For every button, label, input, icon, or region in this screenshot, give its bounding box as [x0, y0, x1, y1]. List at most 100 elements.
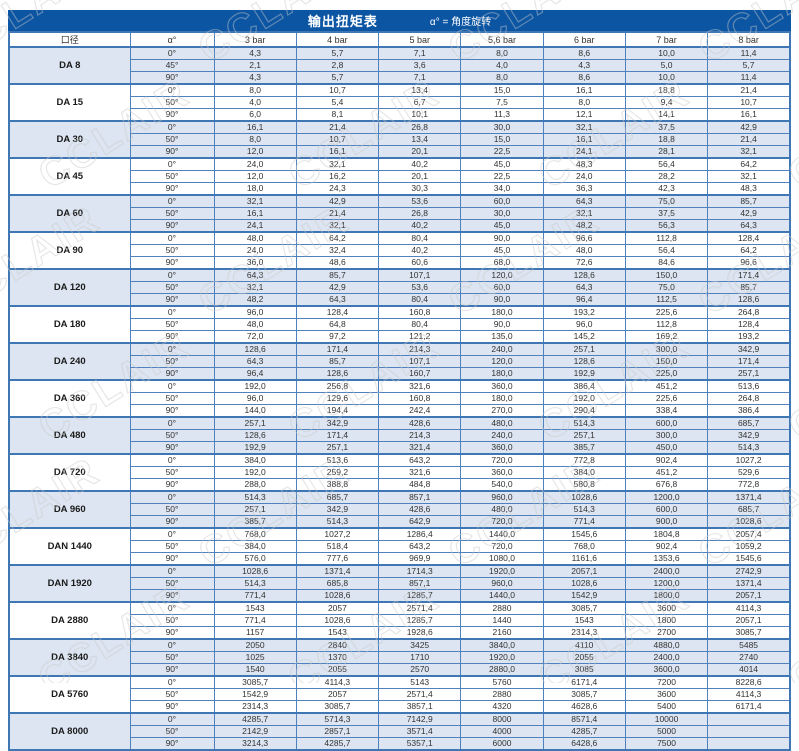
table-row: DA 8000 0° 4285,7 5714,3 7142,9 8000 8571,4 100…	[8, 712, 791, 751]
torque-value-cell: 40,2	[378, 219, 462, 233]
torque-value-cell: 4014	[707, 663, 791, 677]
torque-value-cell: 1543	[295, 626, 380, 640]
model-cell: DA 90	[8, 231, 131, 270]
torque-value-cell: 24,1	[213, 219, 297, 233]
torque-value-cell: 1157	[213, 626, 297, 640]
table-body: DA 8 0° 4,3 5,7 7,1 8,0 8,6 10,0 11,4 45° 2,1 2,8 3,…	[8, 46, 791, 751]
torque-value-cell: 1028,6	[542, 577, 626, 590]
torque-value-cell: 112,8	[624, 318, 709, 331]
torque-value-cell: 2571,4	[378, 688, 462, 701]
torque-value-cell: 128,4	[295, 305, 380, 319]
angle-cell: 0°	[129, 490, 215, 504]
torque-value-cell: 1028,6	[213, 564, 297, 578]
torque-value-cell: 56,4	[624, 244, 709, 257]
torque-value-cell: 16,2	[295, 170, 380, 183]
torque-value-cell: 338,4	[624, 404, 709, 418]
torque-value-cell: 1027,2	[707, 453, 791, 467]
torque-value-cell: 5,7	[295, 46, 380, 60]
torque-value-cell: 22,5	[460, 145, 544, 159]
torque-value-cell: 32,1	[295, 157, 380, 171]
torque-value-cell: 480,0	[460, 503, 544, 516]
torque-value-cell: 90,0	[460, 293, 544, 307]
torque-value-cell: 388,8	[295, 478, 380, 492]
torque-value-cell: 2057	[295, 601, 380, 615]
torque-value-cell: 259,2	[295, 466, 380, 479]
torque-value-cell: 3085	[542, 663, 626, 677]
angle-cell: 90°	[129, 441, 215, 455]
torque-value-cell: 192,0	[213, 466, 297, 479]
torque-value-cell: 10000	[624, 712, 709, 726]
column-header-5-bar: 5 bar	[378, 31, 462, 48]
torque-value-cell: 107,1	[378, 268, 462, 282]
torque-value-cell: 4285,7	[542, 725, 626, 738]
column-header-4-bar: 4 bar	[295, 31, 380, 48]
torque-value-cell: 720,0	[460, 515, 544, 529]
torque-value-cell	[707, 737, 791, 751]
torque-value-cell: 36,3	[542, 182, 626, 196]
torque-value-cell: 384,0	[213, 540, 297, 553]
torque-value-cell: 1285,7	[378, 589, 462, 603]
torque-value-cell: 192,0	[213, 379, 297, 393]
torque-value-cell: 129,6	[295, 392, 380, 405]
torque-value-cell: 64,3	[213, 355, 297, 368]
torque-value-cell: 3085,7	[213, 675, 297, 689]
torque-value-cell: 171,4	[295, 429, 380, 442]
torque-value-cell: 15,0	[460, 83, 544, 97]
table-header: 口径 α° 3 bar 4 bar 5 bar 5,6 bar 6 bar 7 bar 8 ba…	[8, 31, 791, 48]
torque-value-cell: 6171,4	[542, 675, 626, 689]
torque-value-cell: 1542,9	[542, 589, 626, 603]
torque-value-cell: 768,0	[213, 527, 297, 541]
torque-value-cell: 768,0	[542, 540, 626, 553]
table-row: DA 960 0° 514,3 685,7 857,1 960,0 1028,6 1200,0…	[8, 490, 791, 529]
torque-value-cell: 120,0	[460, 355, 544, 368]
torque-value-cell: 8571,4	[542, 712, 626, 726]
torque-value-cell: 2057,1	[707, 614, 791, 627]
angle-cell: 90°	[129, 108, 215, 122]
model-cell: DA 3840	[8, 638, 131, 677]
torque-value-cell: 2700	[624, 626, 709, 640]
torque-value-cell: 643,2	[378, 540, 462, 553]
output-torque-table: 口径 α° 3 bar 4 bar 5 bar 5,6 bar 6 bar 7 bar 8 ba…	[8, 31, 791, 751]
torque-value-cell: 2314,3	[213, 700, 297, 714]
torque-value-cell: 902,4	[624, 540, 709, 553]
torque-value-cell: 68,0	[460, 256, 544, 270]
angle-cell: 50°	[129, 318, 215, 331]
table-row: 50° 12,0 16,2 20,1 22,5 24,0 28,2 32,1	[9, 170, 791, 183]
torque-value-cell: 24,1	[542, 145, 626, 159]
torque-value-cell: 34,0	[460, 182, 544, 196]
torque-value-cell: 64,3	[542, 281, 626, 294]
table-row: DA 720 0° 384,0 513,6 643,2 720,0 772,8 902,4 10…	[8, 453, 791, 492]
torque-value-cell: 8000	[460, 712, 544, 726]
angle-cell: 0°	[129, 379, 215, 393]
torque-value-cell: 5,7	[707, 59, 791, 72]
torque-value-cell: 112,5	[624, 293, 709, 307]
torque-value-cell: 21,4	[707, 83, 791, 97]
torque-value-cell: 580,8	[542, 478, 626, 492]
torque-value-cell: 1371,4	[707, 490, 791, 504]
table-row: 90° 6,0 8,1 10,1 11,3 12,1 14,1 16,1	[9, 108, 791, 122]
table-row: DA 240 0° 128,6 171,4 214,3 240,0 257,1 300,0 34…	[8, 342, 791, 381]
torque-value-cell: 135,0	[460, 330, 544, 344]
angle-cell: 0°	[129, 527, 215, 541]
torque-value-cell: 112,8	[624, 231, 709, 245]
torque-value-cell: 64,8	[295, 318, 380, 331]
torque-value-cell: 2400,0	[624, 564, 709, 578]
torque-value-cell: 144,0	[213, 404, 297, 418]
table-row: 90° 18,0 24,3 30,3 34,0 36,3 42,3 48,3	[9, 182, 791, 196]
torque-value-cell: 171,4	[707, 355, 791, 368]
torque-value-cell: 171,4	[295, 342, 380, 356]
torque-value-cell: 32,1	[213, 281, 297, 294]
torque-value-cell: 518,4	[295, 540, 380, 553]
model-cell: DA 2880	[8, 601, 131, 640]
torque-value-cell: 1440,0	[460, 527, 544, 541]
torque-value-cell: 7,5	[460, 96, 544, 109]
angle-cell: 0°	[129, 194, 215, 208]
torque-value-cell: 11,4	[707, 71, 791, 85]
torque-value-cell: 1440,0	[460, 589, 544, 603]
torque-value-cell: 160,7	[378, 367, 462, 381]
torque-value-cell: 7200	[624, 675, 709, 689]
angle-cell: 50°	[129, 170, 215, 183]
angle-cell: 50°	[129, 392, 215, 405]
angle-cell: 90°	[129, 700, 215, 714]
table-row: DA 2880 0° 1543 2057 2571,4 2880 3085,7 3600 411…	[8, 601, 791, 640]
